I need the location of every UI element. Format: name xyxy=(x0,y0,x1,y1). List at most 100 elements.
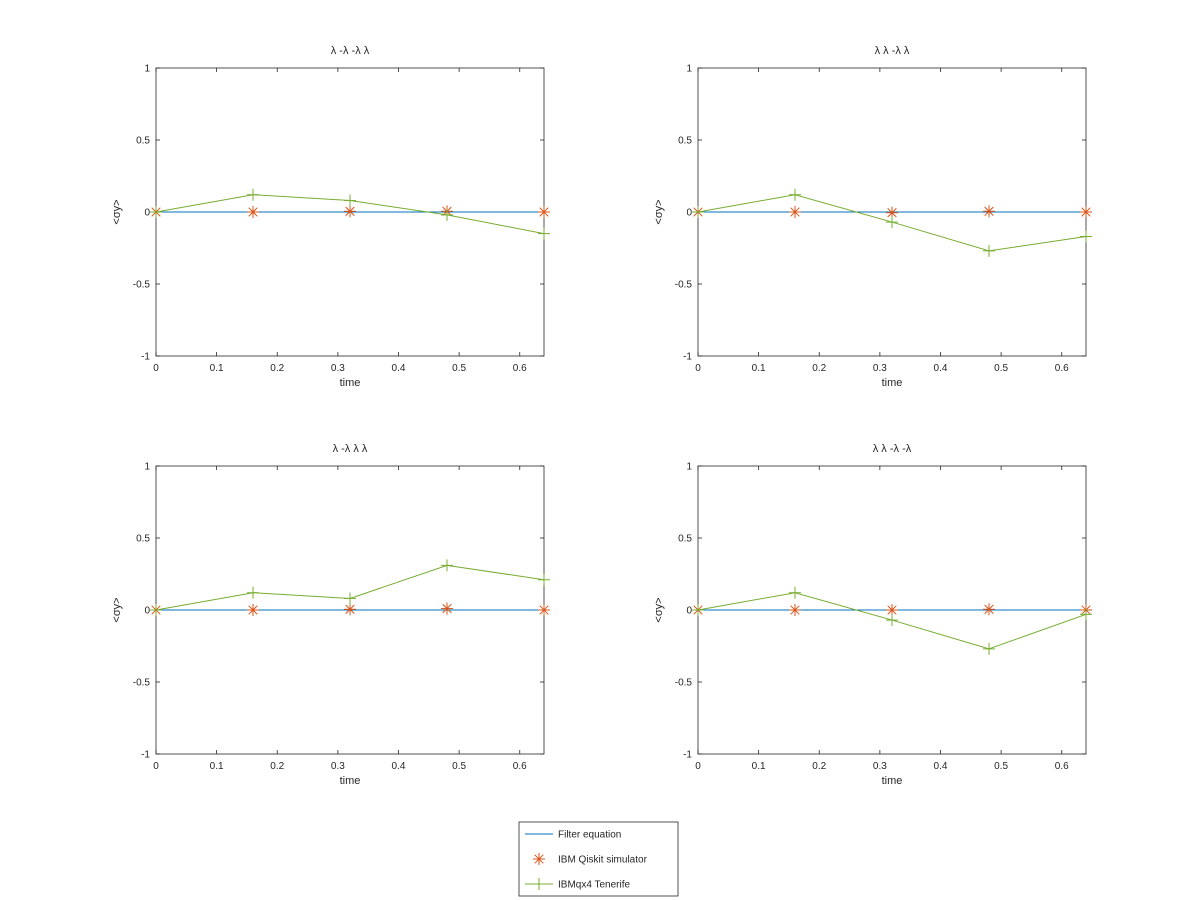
y-tick-label: -0.5 xyxy=(133,280,151,291)
x-tick-label: 0.3 xyxy=(331,761,345,772)
y-tick-label: -1 xyxy=(141,352,150,363)
data-point xyxy=(983,244,995,257)
x-tick-label: 0.6 xyxy=(1055,761,1069,772)
x-tick-label: 0.5 xyxy=(994,363,1008,374)
y-tick-label: 0 xyxy=(144,606,150,617)
x-tick-label: 0.1 xyxy=(752,363,766,374)
data-point xyxy=(538,604,550,616)
data-point xyxy=(983,642,995,655)
data-point xyxy=(441,208,453,221)
data-point xyxy=(886,604,898,616)
y-tick-label: 0.5 xyxy=(136,136,150,147)
data-point xyxy=(983,205,995,218)
y-tick-label: 1 xyxy=(144,462,150,473)
y-tick-label: 0.5 xyxy=(136,534,150,545)
data-point xyxy=(441,559,453,572)
x-tick-label: 0.5 xyxy=(994,761,1008,772)
data-point xyxy=(983,603,995,616)
data-point xyxy=(789,604,801,616)
x-tick-label: 0.3 xyxy=(873,363,887,374)
y-tick-label: -1 xyxy=(683,750,692,761)
x-tick-label: 0.2 xyxy=(812,363,826,374)
x-axis-label: time xyxy=(882,775,903,787)
y-tick-label: 0.5 xyxy=(678,534,692,545)
y-tick-label: 0 xyxy=(144,208,150,219)
data-point xyxy=(886,216,898,229)
y-axis-label: <σy> xyxy=(111,597,123,622)
y-axis-label: <σy> xyxy=(653,597,665,622)
subplot-title: λ λ -λ λ xyxy=(875,45,910,57)
y-tick-label: 0 xyxy=(686,208,692,219)
y-tick-label: 1 xyxy=(686,462,692,473)
data-point xyxy=(692,206,704,218)
data-point xyxy=(344,592,356,605)
y-tick-label: -0.5 xyxy=(133,678,151,689)
x-tick-label: 0 xyxy=(153,363,159,374)
data-point xyxy=(789,206,801,218)
x-tick-label: 0.4 xyxy=(392,761,406,772)
data-point xyxy=(538,206,550,218)
subplot-4: 0 0.1 0.2 0.3 0.4 0.5 0.6 -1 -0.5 0 0.5 1 λ λ -λ -λ t… xyxy=(653,443,1092,787)
data-point xyxy=(886,206,898,219)
data-point xyxy=(886,614,898,627)
data-point xyxy=(344,205,356,218)
x-tick-label: 0.5 xyxy=(452,761,466,772)
data-point xyxy=(247,188,259,201)
legend-marker xyxy=(533,878,545,890)
y-tick-label: -1 xyxy=(141,750,150,761)
series-ibm-qiskit-simulator xyxy=(150,602,550,616)
subplots: 0 0.1 0.2 0.3 0.4 0.5 0.6 -1 -0.5 0 0.5 1 λ -λ -λ λ t… xyxy=(111,45,1092,787)
data-point xyxy=(150,604,162,616)
y-tick-label: -0.5 xyxy=(675,678,693,689)
x-tick-label: 0.5 xyxy=(452,363,466,374)
x-axis-label: time xyxy=(340,775,361,787)
subplot-title: λ λ -λ -λ xyxy=(873,443,912,455)
legend-item: Filter equation xyxy=(525,830,621,841)
legend-item: IBMqx4 Tenerife xyxy=(525,878,631,891)
y-tick-label: 0 xyxy=(686,606,692,617)
subplot-title: λ -λ -λ λ xyxy=(331,45,370,57)
y-axis-label: <σy> xyxy=(653,199,665,224)
y-axis-label: <σy> xyxy=(111,199,123,224)
x-axis-label: time xyxy=(882,377,903,389)
x-tick-label: 0.3 xyxy=(873,761,887,772)
legend-label: Filter equation xyxy=(558,830,621,841)
data-point xyxy=(150,206,162,218)
x-tick-label: 0 xyxy=(695,761,701,772)
data-point xyxy=(247,586,259,599)
x-tick-label: 0.3 xyxy=(331,363,345,374)
x-tick-label: 0.6 xyxy=(513,761,527,772)
y-tick-label: -1 xyxy=(683,352,692,363)
x-tick-label: 0 xyxy=(153,761,159,772)
x-axis-label: time xyxy=(340,377,361,389)
x-tick-label: 0.6 xyxy=(1055,363,1069,374)
y-tick-label: 1 xyxy=(686,64,692,75)
data-point xyxy=(1080,230,1092,243)
subplot-2: 0 0.1 0.2 0.3 0.4 0.5 0.6 -1 -0.5 0 0.5 1 λ λ -λ λ ti… xyxy=(653,45,1092,389)
data-point xyxy=(692,604,704,616)
y-tick-label: -0.5 xyxy=(675,280,693,291)
x-tick-label: 0.1 xyxy=(210,761,224,772)
y-tick-label: 1 xyxy=(144,64,150,75)
data-point xyxy=(789,586,801,599)
x-tick-label: 0.2 xyxy=(270,363,284,374)
x-tick-label: 0.4 xyxy=(934,761,948,772)
x-tick-label: 0.4 xyxy=(934,363,948,374)
x-tick-label: 0.1 xyxy=(210,363,224,374)
subplot-title: λ -λ λ λ xyxy=(333,443,368,455)
data-point xyxy=(344,194,356,207)
legend-marker xyxy=(533,853,545,865)
subplot-1: 0 0.1 0.2 0.3 0.4 0.5 0.6 -1 -0.5 0 0.5 1 λ -λ -λ λ t… xyxy=(111,45,550,389)
y-tick-label: 0.5 xyxy=(678,136,692,147)
series-ibmqx4-tenerife xyxy=(692,188,1092,257)
data-point xyxy=(247,604,259,616)
series-ibmqx4-tenerife xyxy=(150,188,550,240)
x-tick-label: 0.1 xyxy=(752,761,766,772)
x-tick-label: 0.4 xyxy=(392,363,406,374)
legend-item: IBM Qiskit simulator xyxy=(533,853,648,866)
x-tick-label: 0.2 xyxy=(270,761,284,772)
data-point xyxy=(1080,608,1092,621)
series-ibmqx4-tenerife xyxy=(692,586,1092,655)
data-point xyxy=(441,602,453,615)
